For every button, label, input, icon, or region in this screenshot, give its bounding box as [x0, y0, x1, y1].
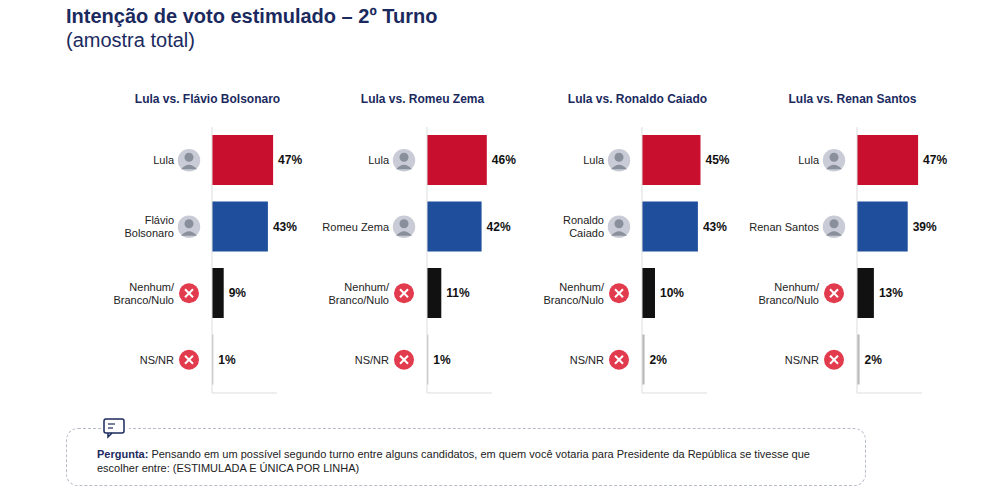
svg-text:NS/NR: NS/NR [785, 354, 819, 366]
svg-text:47%: 47% [923, 153, 947, 167]
svg-text:2%: 2% [865, 353, 883, 367]
svg-text:39%: 39% [913, 220, 937, 234]
svg-text:11%: 11% [446, 286, 470, 300]
svg-text:45%: 45% [706, 153, 730, 167]
svg-text:Branco/Nulo: Branco/Nulo [113, 294, 174, 306]
html-text:Intenção de voto estimulado –: Intenção de voto estimulado – 2º Turno [66, 5, 438, 27]
html-text:Lula vs. Flávio Bolsonaro: Lula vs. Flávio Bolsonaro [134, 92, 281, 106]
svg-text:NS/NR: NS/NR [140, 354, 174, 366]
svg-text:Branco/Nulo: Branco/Nulo [758, 294, 819, 306]
svg-text:NS/NR: NS/NR [355, 354, 389, 366]
svg-text:Lula: Lula [798, 154, 820, 166]
html-text:Lula vs. Ronaldo Caiado: Lula vs. Ronaldo Caiado [567, 92, 708, 106]
svg-text:Flávio: Flávio [145, 214, 174, 226]
svg-text:Branco/Nulo: Branco/Nulo [328, 294, 389, 306]
svg-text:Caiado: Caiado [569, 227, 604, 239]
html-text:(amostra total): (amostra total) [66, 29, 195, 51]
svg-text:13%: 13% [879, 286, 903, 300]
svg-text:Romeu Zema: Romeu Zema [322, 221, 390, 233]
svg-text:Ronaldo: Ronaldo [563, 214, 604, 226]
svg-text:1%: 1% [433, 353, 451, 367]
svg-text:42%: 42% [487, 220, 511, 234]
svg-text:Lula: Lula [153, 154, 175, 166]
svg-text:Nenhum/: Nenhum/ [774, 281, 820, 293]
svg-text:2%: 2% [650, 353, 668, 367]
svg-text:10%: 10% [660, 286, 684, 300]
svg-text:Nenhum/: Nenhum/ [559, 281, 605, 293]
html-text:Lula vs. Romeu Zema: Lula vs. Romeu Zema [360, 92, 485, 106]
svg-text:Lula: Lula [368, 154, 390, 166]
svg-text:47%: 47% [278, 153, 302, 167]
svg-text:43%: 43% [703, 220, 727, 234]
svg-text:Bolsonaro: Bolsonaro [124, 227, 174, 239]
svg-text:Renan Santos: Renan Santos [749, 221, 819, 233]
html-text:Pergunta: Pensando em um possí: Pergunta: Pensando em um possível segund… [97, 448, 810, 474]
svg-text:Nenhum/: Nenhum/ [129, 281, 175, 293]
svg-text:NS/NR: NS/NR [570, 354, 604, 366]
html-text:Lula vs. Renan Santos: Lula vs. Renan Santos [788, 92, 917, 106]
svg-text:Lula: Lula [583, 154, 605, 166]
svg-text:43%: 43% [273, 220, 297, 234]
svg-text:9%: 9% [229, 286, 247, 300]
svg-text:Branco/Nulo: Branco/Nulo [543, 294, 604, 306]
svg-text:46%: 46% [492, 153, 516, 167]
svg-text:1%: 1% [218, 353, 236, 367]
svg-text:Nenhum/: Nenhum/ [344, 281, 390, 293]
